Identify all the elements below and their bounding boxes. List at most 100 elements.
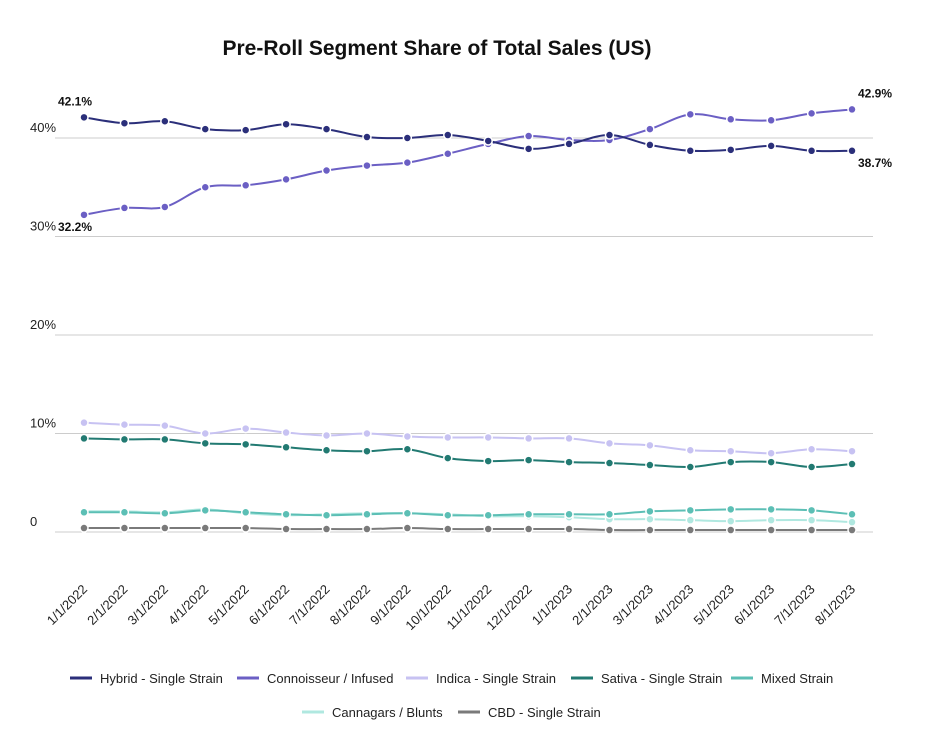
point xyxy=(119,118,130,128)
point xyxy=(766,448,776,458)
x-tick-label: 7/1/2023 xyxy=(771,582,817,628)
x-tick-label: 7/1/2022 xyxy=(286,582,332,628)
legend-label: Cannagars / Blunts xyxy=(332,705,443,720)
point xyxy=(847,525,857,535)
x-tick-label: 8/1/2023 xyxy=(812,582,858,628)
point xyxy=(281,442,291,453)
point xyxy=(362,160,372,171)
point xyxy=(847,446,857,456)
point xyxy=(79,433,89,444)
point xyxy=(725,525,736,535)
point xyxy=(443,149,453,159)
point xyxy=(200,505,211,516)
point xyxy=(200,124,211,134)
point xyxy=(645,140,655,150)
point xyxy=(402,523,413,533)
point xyxy=(281,119,291,129)
point xyxy=(645,525,655,535)
point xyxy=(564,524,574,534)
point xyxy=(281,427,291,438)
point xyxy=(483,456,493,466)
point xyxy=(806,515,817,525)
point xyxy=(281,174,291,185)
point xyxy=(240,125,251,135)
point xyxy=(321,524,332,534)
point xyxy=(281,509,291,520)
point xyxy=(806,525,817,535)
point xyxy=(725,516,736,526)
point xyxy=(645,124,655,134)
point xyxy=(443,130,453,140)
point xyxy=(79,507,89,518)
legend-label: Sativa - Single Strain xyxy=(601,671,722,686)
point xyxy=(119,507,130,518)
point xyxy=(240,423,251,434)
point xyxy=(160,508,170,519)
point xyxy=(725,145,736,155)
point xyxy=(160,202,170,212)
point xyxy=(523,524,534,534)
legend-label: Hybrid - Single Strain xyxy=(100,671,223,686)
point xyxy=(806,108,817,119)
point xyxy=(240,439,251,450)
legend-label: Mixed Strain xyxy=(761,671,833,686)
point xyxy=(160,434,170,445)
point xyxy=(523,433,534,444)
point xyxy=(200,428,211,439)
point xyxy=(766,457,776,467)
point xyxy=(443,510,453,521)
x-tick-label: 2/1/2022 xyxy=(84,582,130,628)
point xyxy=(806,444,817,455)
point xyxy=(79,523,89,533)
series-line xyxy=(83,421,853,455)
x-tick-label: 6/1/2022 xyxy=(246,582,292,628)
point xyxy=(604,509,615,520)
point xyxy=(564,457,574,467)
point xyxy=(200,523,211,533)
point xyxy=(79,417,89,428)
legend-label: CBD - Single Strain xyxy=(488,705,601,720)
series-line xyxy=(84,526,852,532)
point xyxy=(160,116,170,127)
point xyxy=(685,445,696,455)
point xyxy=(725,114,736,125)
point xyxy=(200,438,211,449)
point xyxy=(321,165,332,176)
x-tick-label: 4/1/2023 xyxy=(650,582,696,628)
point xyxy=(847,509,857,520)
chart-title: Pre-Roll Segment Share of Total Sales (U… xyxy=(222,37,651,60)
point xyxy=(119,419,130,430)
point xyxy=(321,445,332,455)
point xyxy=(604,130,615,140)
point xyxy=(281,524,291,534)
y-tick-label: 40% xyxy=(30,120,56,135)
point xyxy=(725,457,736,467)
point xyxy=(362,446,372,456)
point xyxy=(523,131,534,141)
y-tick-label: 0 xyxy=(30,514,37,529)
point xyxy=(685,462,696,472)
value-label: 42.1% xyxy=(58,94,92,108)
point xyxy=(119,434,130,445)
point xyxy=(766,141,776,151)
point xyxy=(160,523,170,533)
point xyxy=(564,139,574,149)
point xyxy=(523,144,534,154)
point xyxy=(604,438,615,449)
point xyxy=(443,524,453,534)
point xyxy=(685,515,696,525)
point xyxy=(766,504,776,515)
x-tick-label: 3/1/2022 xyxy=(125,582,171,628)
x-tick-label: 5/1/2023 xyxy=(690,582,736,628)
point xyxy=(685,505,696,516)
series-line xyxy=(83,108,853,216)
x-tick-label: 8/1/2022 xyxy=(327,582,373,628)
x-tick-label: 3/1/2023 xyxy=(610,582,656,628)
point xyxy=(847,104,857,115)
point xyxy=(806,505,817,516)
x-tick-label: 5/1/2022 xyxy=(205,582,251,628)
point xyxy=(160,420,170,431)
point xyxy=(847,517,857,527)
y-tick-label: 10% xyxy=(30,416,56,431)
